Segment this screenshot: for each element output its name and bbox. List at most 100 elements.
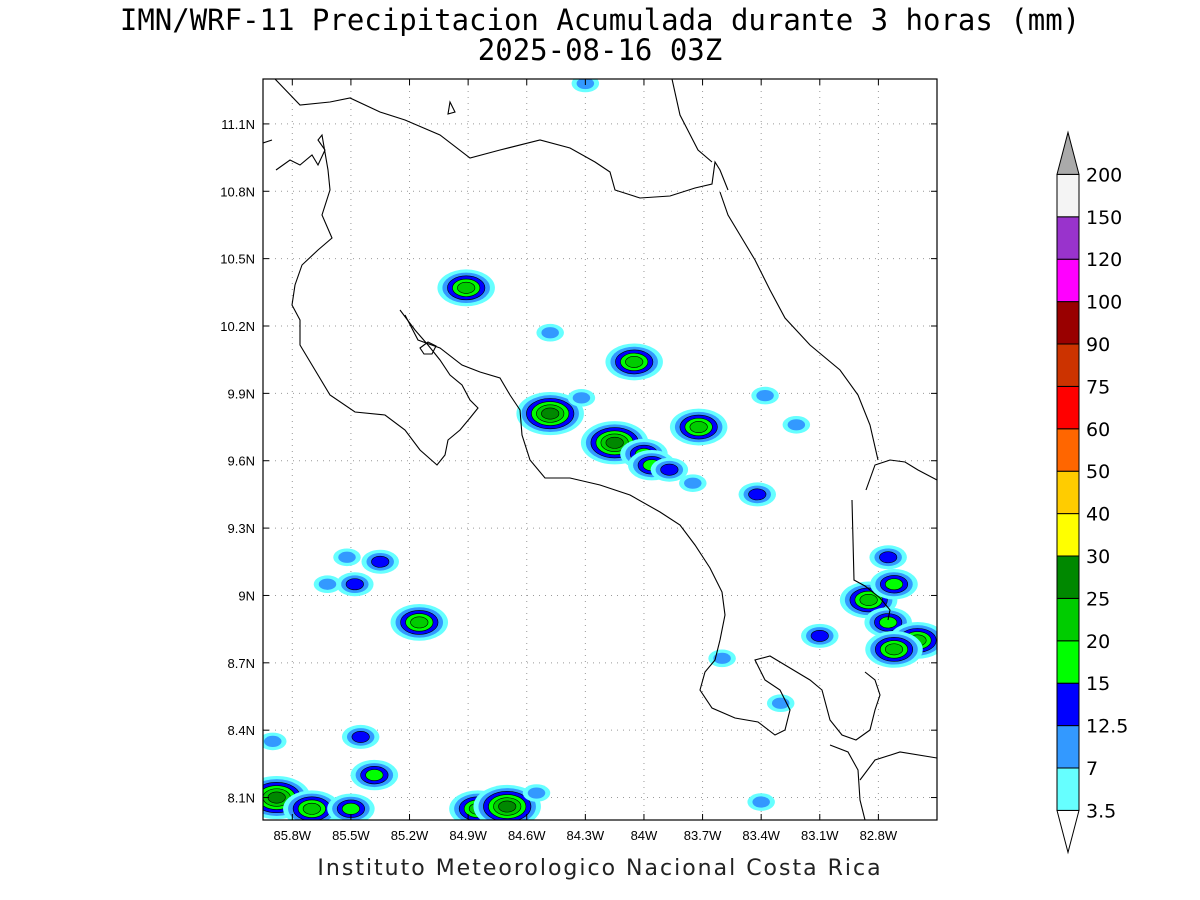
lake-island: [447, 100, 456, 115]
legend-level-label: 30: [1086, 546, 1110, 568]
precip-cell: [605, 343, 663, 381]
latitude-axis: 11.1N 10.8N 10.5N 10.2N 9.9N 9.6N 9.3N 9N 8.7N 8.…: [220, 117, 937, 806]
precip-cell: [869, 545, 907, 570]
caribbean-coast: [719, 191, 879, 461]
lat-tick-label: 10.2N: [220, 319, 255, 334]
precip-contour: [752, 796, 770, 808]
caribbean-coast-north: [671, 79, 713, 163]
legend-level-label: 150: [1086, 207, 1122, 229]
precip-contour: [859, 594, 878, 606]
legend-level-label: 120: [1086, 249, 1122, 271]
legend-swatch: [1056, 301, 1080, 345]
precip-contour: [660, 463, 679, 476]
precip-cell: [263, 732, 287, 751]
precip-contour: [572, 392, 591, 404]
lon-tick-label: 82.8W: [860, 828, 898, 843]
precip-contour: [365, 769, 384, 781]
precip-cell: [801, 623, 839, 648]
precip-contour: [410, 616, 429, 629]
lon-tick-label: 85.2W: [391, 828, 429, 843]
precip-contour: [341, 802, 360, 815]
map-title: IMN/WRF-11 Precipitacion Acumulada duran…: [119, 3, 1081, 37]
legend-swatch: [1056, 725, 1080, 769]
precip-contour: [541, 407, 560, 420]
precip-contour: [884, 578, 904, 591]
precip-contour: [787, 419, 806, 431]
precip-contour: [345, 578, 364, 591]
lon-tick-label: 84W: [631, 828, 658, 843]
map-frame: [262, 78, 938, 821]
panama-pacific-coast: [859, 751, 937, 781]
legend-level-label: 3.5: [1086, 800, 1116, 822]
precip-cell: [567, 389, 596, 407]
lat-tick-label: 9.6N: [228, 454, 255, 469]
precip-field: [263, 79, 937, 820]
legend-swatch: [1056, 428, 1080, 472]
legend-swatch: [1056, 216, 1080, 260]
institution-credit: Instituto Meteorologico Nacional Costa R…: [317, 856, 883, 881]
precip-cell: [341, 724, 380, 749]
precip-contour: [684, 477, 702, 489]
precip-cell: [536, 323, 564, 342]
legend-level-label: 200: [1086, 164, 1122, 186]
precip-cell: [437, 269, 495, 307]
precip-cell: [336, 572, 374, 597]
legend-level-label: 25: [1086, 588, 1110, 610]
precip-contour: [338, 551, 356, 563]
legend-swatch: [1056, 640, 1080, 684]
legend-lower-arrow: [1056, 809, 1080, 855]
legend-level-label: 50: [1086, 461, 1110, 483]
legend-level-label: 20: [1086, 631, 1110, 653]
coastline-layer: [263, 79, 937, 820]
lon-tick-label: 84.9W: [449, 828, 487, 843]
lat-tick-label: 10.8N: [220, 184, 255, 199]
lon-tick-label: 84.6W: [508, 828, 546, 843]
precip-cell: [669, 408, 728, 446]
precip-cell: [313, 575, 342, 594]
precip-contour: [541, 327, 559, 339]
bocas-coast: [865, 459, 937, 491]
precip-contour: [318, 578, 337, 590]
precip-cell: [708, 649, 736, 668]
precip-contour: [371, 555, 390, 568]
precip-cell: [650, 457, 689, 482]
nicaragua-border: [274, 79, 729, 199]
legend-level-label: 90: [1086, 334, 1110, 356]
precip-cell: [522, 784, 551, 802]
lat-tick-label: 9.3N: [228, 521, 255, 536]
precip-cell: [738, 482, 777, 507]
gulf-coast-inner: [404, 314, 726, 641]
precip-contour: [879, 551, 898, 564]
precip-cell: [870, 569, 918, 600]
lon-tick-label: 85.8W: [274, 828, 312, 843]
lat-tick-label: 11.1N: [221, 117, 255, 132]
precip-cell: [390, 604, 449, 641]
precip-legend: 3.5 7 12.5 15 20 25 30 40 50 60 75 90 100 120 150 200: [1056, 130, 1128, 855]
legend-level-label: 100: [1086, 292, 1122, 314]
lat-tick-label: 8.4N: [228, 723, 255, 738]
precip-contour: [264, 735, 282, 748]
precip-cell: [283, 790, 341, 820]
osa-coast: [699, 639, 881, 741]
precip-contour: [527, 787, 546, 799]
lon-tick-label: 83.1W: [801, 828, 839, 843]
legend-upper-arrow: [1056, 130, 1080, 175]
precip-contour: [756, 390, 774, 402]
legend-swatch: [1056, 767, 1080, 811]
precip-cell: [263, 775, 311, 820]
precip-contour: [302, 802, 321, 815]
precip-contour: [351, 731, 370, 743]
precip-cell: [361, 549, 399, 574]
legend-swatch: [1056, 555, 1080, 599]
lon-tick-label: 84.3W: [567, 828, 605, 843]
legend-level-label: 12.5: [1086, 716, 1128, 738]
precip-cell: [751, 386, 779, 405]
precip-contour: [884, 643, 904, 656]
lon-tick-label: 83.7W: [684, 828, 722, 843]
precip-contour: [457, 281, 476, 294]
precip-contour: [498, 800, 517, 813]
longitude-axis: 85.8W 85.5W 85.2W 84.9W 84.6W 84.3W 84W 83.7W 83…: [274, 79, 898, 843]
legend-level-label: 75: [1086, 376, 1110, 398]
legend-level-label: 7: [1086, 758, 1098, 780]
